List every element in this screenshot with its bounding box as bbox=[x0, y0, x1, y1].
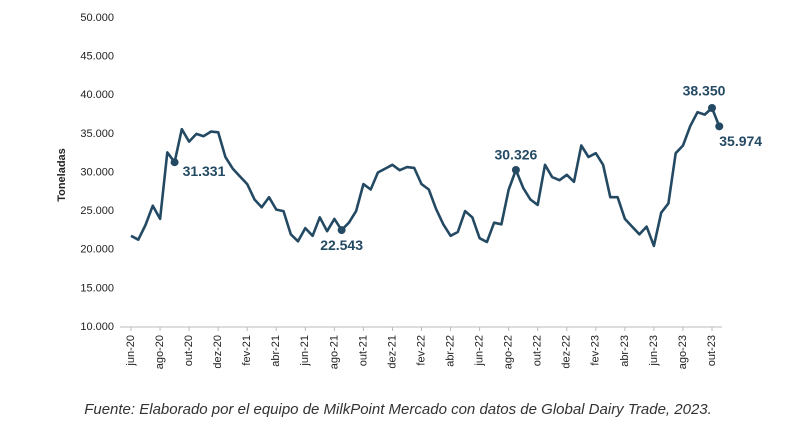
x-tick-label: jun-21 bbox=[299, 335, 311, 367]
x-tick-label: out-22 bbox=[532, 335, 544, 366]
data-point bbox=[715, 122, 724, 131]
x-tick-label: out-21 bbox=[357, 335, 369, 366]
x-tick-label: abr-21 bbox=[270, 335, 282, 367]
x-tick-label: ago-21 bbox=[328, 335, 340, 369]
x-tick-label: fev-21 bbox=[241, 335, 253, 366]
value-label: 30.326 bbox=[494, 147, 537, 163]
y-tick-label: 10.000 bbox=[80, 321, 114, 333]
y-tick-label: 45.000 bbox=[80, 51, 114, 63]
data-point bbox=[170, 158, 179, 167]
value-label: 35.974 bbox=[719, 133, 762, 149]
x-tick-label: ago-23 bbox=[677, 335, 689, 369]
y-tick-label: 20.000 bbox=[80, 244, 114, 256]
x-tick-label: abr-23 bbox=[619, 335, 631, 367]
y-tick-label: 35.000 bbox=[80, 128, 114, 140]
value-label: 22.543 bbox=[320, 237, 363, 253]
value-label: 38.350 bbox=[683, 83, 726, 99]
y-tick-label: 15.000 bbox=[80, 282, 114, 294]
y-tick-label: 40.000 bbox=[80, 89, 114, 101]
source-caption: Fuente: Elaborado por el equipo de MilkP… bbox=[84, 401, 712, 418]
data-line bbox=[130, 106, 721, 248]
x-tick-label: fev-23 bbox=[590, 335, 602, 366]
y-tick-label: 50.000 bbox=[80, 12, 114, 24]
x-tick-label: dez-22 bbox=[561, 335, 573, 369]
x-tick-label: jun-20 bbox=[125, 335, 137, 367]
x-tick-label: fev-22 bbox=[415, 335, 427, 366]
x-tick-label: ago-20 bbox=[154, 335, 166, 369]
y-axis-label: Toneladas bbox=[56, 148, 68, 202]
data-point bbox=[708, 103, 716, 112]
x-tick-label: out-23 bbox=[706, 335, 718, 366]
x-tick-label: out-20 bbox=[183, 335, 195, 366]
data-point bbox=[337, 226, 346, 235]
y-tick-label: 25.000 bbox=[80, 205, 114, 217]
x-tick-label: abr-22 bbox=[444, 335, 456, 367]
data-point bbox=[511, 165, 520, 174]
x-tick-label: ago-22 bbox=[503, 335, 515, 369]
x-tick-label: jun-23 bbox=[648, 335, 660, 367]
value-label: 31.331 bbox=[183, 163, 226, 179]
x-tick-label: dez-20 bbox=[212, 335, 224, 369]
x-tick-label: dez-21 bbox=[386, 335, 398, 369]
y-tick-label: 30.000 bbox=[80, 166, 114, 178]
x-tick-label: jun-22 bbox=[474, 335, 486, 367]
